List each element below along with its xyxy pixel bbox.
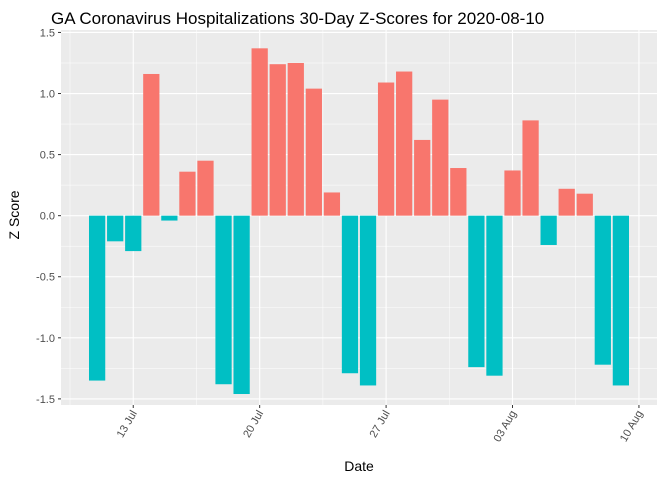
bar [233, 215, 250, 395]
bar [486, 215, 503, 376]
x-tick-label: 20 Jul [241, 409, 266, 440]
bar [305, 88, 322, 216]
x-tick-label: 13 Jul [115, 409, 140, 440]
grid-minor [61, 30, 657, 405]
bar [107, 215, 124, 242]
y-tick-label: 0.5 [40, 150, 55, 162]
y-tick-label: -0.5 [36, 272, 55, 284]
bar [377, 82, 395, 216]
bar [558, 188, 575, 216]
y-tick-label: 1.0 [40, 89, 55, 101]
bar [576, 193, 593, 216]
bar [594, 215, 611, 365]
bar [323, 192, 341, 216]
y-tick-label: 0.0 [40, 211, 55, 223]
bar [269, 64, 286, 216]
x-axis: 13 Jul 20 Jul 27 Jul 03 Aug 10 Aug [115, 405, 646, 444]
plot-panel [61, 30, 657, 405]
chart-title: GA Coronavirus Hospitalizations 30-Day Z… [51, 9, 544, 28]
bar [215, 215, 232, 385]
x-tick-label: 03 Aug [492, 409, 520, 445]
bar [450, 168, 467, 216]
x-axis-title: Date [344, 458, 374, 474]
bar [179, 171, 196, 216]
bar [341, 215, 359, 374]
y-axis: 1.5 1.0 0.5 0.0 -0.5 -1.0 -1.5 [36, 27, 61, 406]
y-tick-label: -1.0 [36, 333, 55, 345]
bar [125, 215, 142, 252]
bar [359, 215, 377, 386]
bar [251, 48, 268, 216]
bar [161, 215, 178, 221]
bar [432, 99, 449, 216]
bar [414, 139, 431, 216]
y-tick-label: 1.5 [40, 27, 55, 39]
bar [522, 120, 539, 216]
bar [287, 62, 304, 216]
bar [504, 170, 521, 216]
y-tick-label: -1.5 [36, 394, 55, 406]
x-tick-label: 10 Aug [618, 409, 646, 445]
bars [88, 48, 630, 395]
bar [197, 160, 214, 216]
bar [88, 215, 106, 381]
y-axis-title: Z Score [6, 190, 22, 239]
bar [143, 73, 160, 216]
bar [612, 215, 630, 386]
bar [396, 71, 413, 216]
x-tick-label: 27 Jul [368, 409, 393, 440]
bar [468, 215, 485, 368]
bar [540, 215, 557, 245]
